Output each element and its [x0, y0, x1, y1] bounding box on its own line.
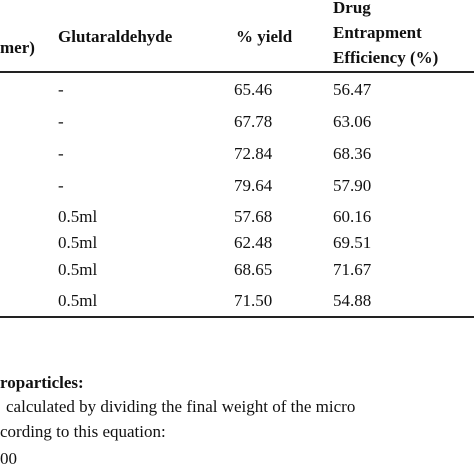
- table-cell: 67.78: [234, 112, 273, 131]
- note-line: calculated by dividing the final weight …: [6, 397, 356, 416]
- table-cell: 60.16: [333, 207, 372, 226]
- note-line: cording to this equation:: [0, 422, 166, 441]
- table-cell: 0.5ml: [58, 291, 98, 310]
- bottom-rule: [0, 316, 474, 318]
- table-cell: 65.46: [234, 80, 273, 99]
- header-cell: Efficiency (%): [333, 48, 439, 67]
- header-rule: [0, 71, 474, 73]
- table-cell: 68.65: [234, 260, 273, 279]
- header-cell: Entrapment: [333, 23, 422, 42]
- table-cell: -: [58, 112, 64, 131]
- table-cell: 54.88: [333, 291, 372, 310]
- header-cell: Drug: [333, 0, 371, 17]
- header-cell: Glutaraldehyde: [58, 27, 173, 46]
- table-cell: 56.47: [333, 80, 372, 99]
- table-cell: -: [58, 80, 64, 99]
- header-cell: mer): [0, 38, 35, 57]
- table-cell: 63.06: [333, 112, 372, 131]
- note-heading: roparticles:: [0, 373, 84, 392]
- table-cell: 72.84: [234, 144, 273, 163]
- table-cell: 57.68: [234, 207, 273, 226]
- table-cell: 71.50: [234, 291, 273, 310]
- table-cell: 79.64: [234, 176, 273, 195]
- table-cell: -: [58, 176, 64, 195]
- table-cell: 0.5ml: [58, 207, 98, 226]
- table-cell: 62.48: [234, 233, 273, 252]
- note-line: 00: [0, 449, 17, 468]
- table-cell: 57.90: [333, 176, 372, 195]
- table-cell: 0.5ml: [58, 233, 98, 252]
- table-cell: 68.36: [333, 144, 372, 163]
- header-cell: % yield: [236, 27, 293, 46]
- table-cell: 69.51: [333, 233, 372, 252]
- table-cell: 71.67: [333, 260, 372, 279]
- table-cell: 0.5ml: [58, 260, 98, 279]
- table-cell: -: [58, 144, 64, 163]
